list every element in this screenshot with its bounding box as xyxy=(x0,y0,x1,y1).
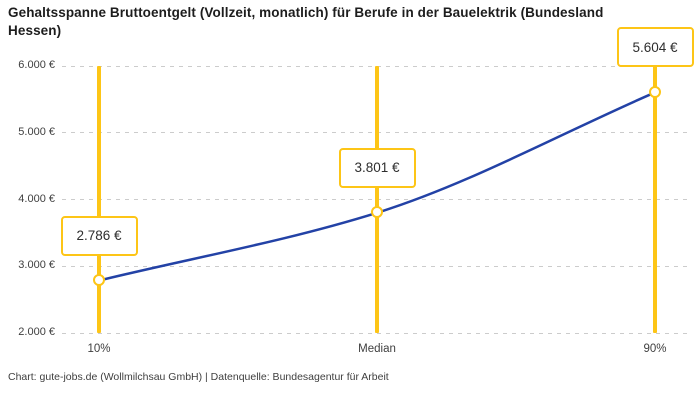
percentile-guide-line xyxy=(375,66,379,333)
value-label: 5.604 € xyxy=(632,39,678,55)
x-tick-label: 10% xyxy=(87,343,111,355)
y-tick-label: 6.000 € xyxy=(18,59,55,71)
data-point-marker xyxy=(92,274,105,287)
y-tick-label: 2.000 € xyxy=(18,326,55,338)
value-label: 3.801 € xyxy=(354,160,400,176)
data-point-marker xyxy=(648,85,661,98)
y-tick-label: 5.000 € xyxy=(18,125,55,138)
data-point-marker xyxy=(370,206,383,219)
x-tick-label: Median xyxy=(358,343,396,355)
chart-footer: Chart: gute-jobs.de (Wollmilchsau GmbH) … xyxy=(8,371,389,383)
chart-title: Gehaltsspanne Bruttoentgelt (Vollzeit, m… xyxy=(8,5,604,39)
value-label-box: 5.604 € xyxy=(616,27,694,68)
value-label-box: 3.801 € xyxy=(338,147,416,188)
horizontal-gridline xyxy=(62,332,690,334)
x-tick-label: 90% xyxy=(643,343,667,355)
value-label: 2.786 € xyxy=(76,228,122,244)
percentile-guide-line xyxy=(653,66,657,333)
y-tick-label: 3.000 € xyxy=(18,259,55,272)
value-label-box: 2.786 € xyxy=(60,215,138,256)
percentile-guide-line xyxy=(97,66,101,333)
y-tick-label: 4.000 € xyxy=(18,192,55,205)
